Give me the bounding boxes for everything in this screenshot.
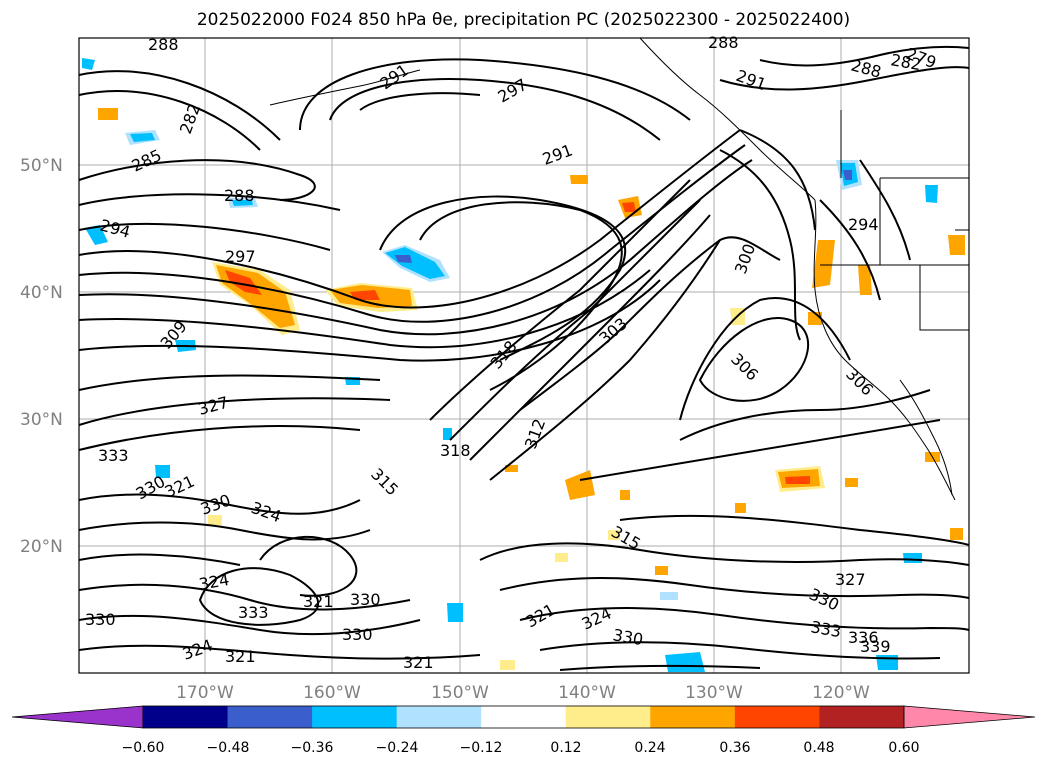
colorbar-swatch: [650, 706, 736, 728]
map-frame: [78, 37, 970, 674]
colorbar-swatch: [481, 706, 567, 728]
coastlines: [269, 37, 969, 501]
colorbar-swatch: [312, 706, 398, 728]
colorbar-ticks: −0.60 −0.48 −0.36 −0.24 −0.12 0.12 0.24 …: [122, 740, 920, 756]
lat-tick: 20°N: [20, 537, 63, 557]
contour-label: 318: [440, 441, 471, 460]
colorbar-tick: 0.12: [550, 740, 581, 756]
map-panel: 288 291 297 282 285 288 294 297 309 327 …: [78, 33, 970, 674]
theta-e-contours: [78, 45, 970, 671]
lon-tick: 120°W: [812, 683, 870, 703]
lon-tick: 170°W: [176, 683, 234, 703]
colorbar-swatch: [11, 705, 144, 729]
colorbar-swatch: [396, 706, 482, 728]
lat-tick: 30°N: [20, 410, 63, 430]
colorbar: −0.60 −0.48 −0.36 −0.24 −0.12 0.12 0.24 …: [11, 705, 1036, 756]
precip-shading: [82, 58, 965, 672]
contour-label: 333: [98, 446, 129, 465]
lat-tick: 50°N: [20, 156, 63, 176]
colorbar-tick: −0.24: [376, 740, 419, 756]
contour-label: 321: [303, 592, 334, 611]
contour-label: 330: [85, 610, 116, 629]
colorbar-tick: 0.24: [634, 740, 665, 756]
contour-label: 288: [148, 35, 179, 54]
contour-label: 339: [860, 637, 891, 656]
colorbar-swatch: [819, 706, 905, 728]
colorbar-swatch: [143, 706, 229, 728]
contour-label: 297: [225, 247, 256, 266]
contour-label: 288: [708, 33, 739, 52]
contour-label: 288: [224, 186, 255, 205]
figure-title: 2025022000 F024 850 hPa θe, precipitatio…: [196, 10, 851, 30]
contour-label: 327: [835, 570, 866, 589]
colorbar-tick: −0.36: [291, 740, 334, 756]
lat-axis: 50°N 40°N 30°N 20°N: [20, 156, 63, 557]
colorbar-swatch: [227, 706, 313, 728]
colorbar-tick: −0.12: [460, 740, 503, 756]
contour-label: 330: [350, 590, 381, 609]
contour-label: 294: [848, 215, 879, 234]
colorbar-swatch: [903, 705, 1036, 729]
colorbar-tick: 0.48: [803, 740, 834, 756]
lon-tick: 130°W: [685, 683, 743, 703]
colorbar-swatches: [11, 705, 1036, 729]
colorbar-outline: [142, 705, 905, 729]
colorbar-swatch: [734, 706, 820, 728]
colorbar-tick: −0.60: [122, 740, 165, 756]
lon-tick: 140°W: [558, 683, 616, 703]
lon-tick: 150°W: [431, 683, 489, 703]
contour-label: 321: [403, 653, 434, 672]
lon-tick: 160°W: [303, 683, 361, 703]
colorbar-swatch: [565, 706, 651, 728]
colorbar-tick: 0.60: [888, 740, 919, 756]
lon-axis: 170°W 160°W 150°W 140°W 130°W 120°W: [176, 683, 870, 703]
colorbar-tick: 0.36: [719, 740, 750, 756]
contour-label: 333: [238, 603, 269, 622]
contour-label: 336: [848, 628, 879, 647]
lat-tick: 40°N: [20, 283, 63, 303]
colorbar-tick: −0.48: [207, 740, 250, 756]
contour-label: 330: [342, 625, 373, 644]
contour-label: 321: [225, 647, 256, 666]
